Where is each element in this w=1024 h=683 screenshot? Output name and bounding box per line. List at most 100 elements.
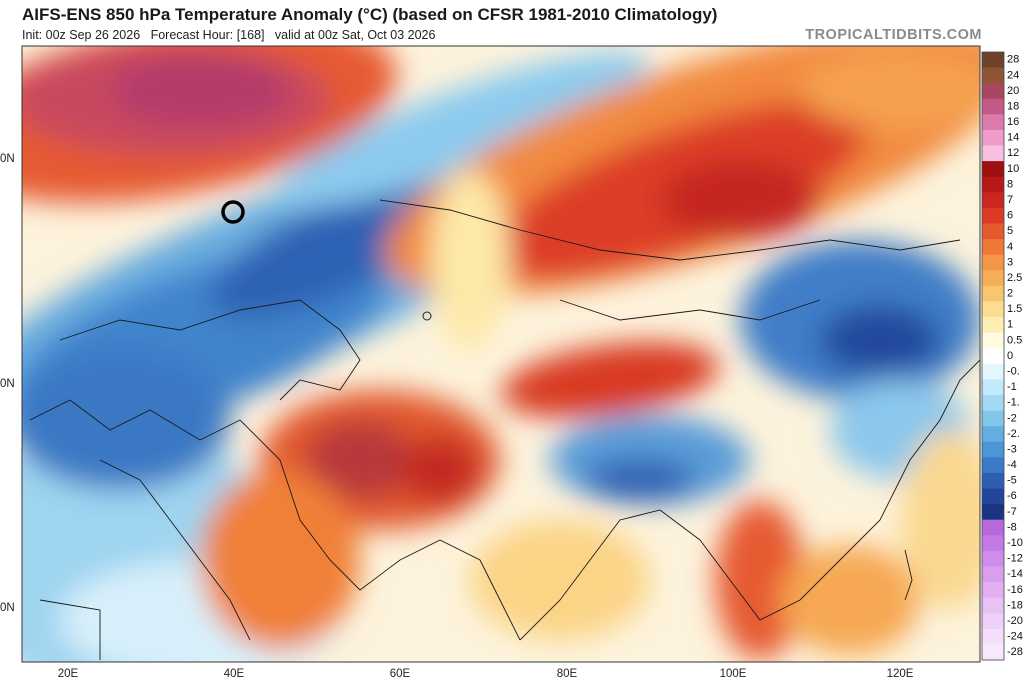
colorbar-label: 14	[1007, 132, 1019, 144]
colorbar-swatch	[982, 98, 1004, 115]
colorbar-label: -20	[1007, 615, 1023, 627]
colorbar-swatch	[982, 332, 1004, 349]
colorbar-swatch	[982, 207, 1004, 224]
colorbar-swatch	[982, 114, 1004, 131]
lat-label: 0N	[0, 602, 15, 614]
colorbar-swatch	[982, 582, 1004, 599]
colorbar-label: -0.	[1007, 365, 1020, 377]
map-subtitle: Init: 00z Sep 26 2026 Forecast Hour: [16…	[22, 28, 435, 42]
colorbar-label: -14	[1007, 568, 1023, 580]
colorbar-frame	[981, 51, 1005, 661]
colorbar-label: 4	[1007, 241, 1013, 253]
colorbar-label: -7	[1007, 506, 1017, 518]
colorbar-label: 28	[1007, 54, 1019, 66]
colorbar-label: -28	[1007, 646, 1023, 658]
lon-label: 120E	[887, 668, 914, 680]
colorbar-label: 1	[1007, 319, 1013, 331]
marker	[221, 200, 245, 224]
colorbar-label: 24	[1007, 69, 1019, 81]
colorbar-label: -24	[1007, 631, 1023, 643]
lat-label: 0N	[0, 153, 15, 165]
colorbar-swatch	[982, 628, 1004, 645]
colorbar-swatch	[982, 566, 1004, 583]
lon-label: 20E	[58, 668, 79, 680]
colorbar-swatch	[982, 441, 1004, 458]
colorbar-swatch	[982, 67, 1004, 84]
colorbar-label: -12	[1007, 553, 1023, 565]
lat-labels: 0N 0N 0N	[0, 153, 15, 614]
colorbar-label: 20	[1007, 85, 1019, 97]
colorbar-swatch	[982, 379, 1004, 396]
colorbar-swatch	[982, 83, 1004, 100]
colorbar-swatch	[982, 285, 1004, 302]
lake	[422, 311, 432, 321]
colorbar-label: -10	[1007, 537, 1023, 549]
colorbar-label: 10	[1007, 163, 1019, 175]
colorbar-swatch	[982, 301, 1004, 318]
colorbar-swatch	[982, 145, 1004, 162]
colorbar-swatch	[982, 613, 1004, 630]
colorbar-label: 0	[1007, 350, 1013, 362]
colorbar-label: 18	[1007, 100, 1019, 112]
colorbar-label: 8	[1007, 178, 1013, 190]
colorbar-label: 2.5	[1007, 272, 1022, 284]
colorbar-swatch	[982, 348, 1004, 365]
colorbar: 28 24 20 18 16 14 12 10 8 7 6 5 4 3 2.5 2 1.5 1 0.5 0 -0. -1 -…	[981, 51, 1023, 661]
colorbar-swatch	[982, 52, 1004, 69]
colorbar-swatch	[982, 394, 1004, 412]
lon-label: 100E	[720, 668, 747, 680]
colorbar-label: 16	[1007, 116, 1019, 128]
colorbar-label: -5	[1007, 475, 1017, 487]
colorbar-label: -16	[1007, 584, 1023, 596]
colorbar-swatch	[982, 317, 1004, 334]
colorbar-swatch	[982, 410, 1004, 427]
coastlines	[29, 199, 980, 660]
colorbar-label: 5	[1007, 225, 1013, 237]
credit: TROPICALTIDBITS.COM	[805, 27, 982, 43]
colorbar-swatch	[982, 597, 1004, 614]
colorbar-swatch	[982, 519, 1004, 536]
lon-labels: 20E 40E 60E 80E 100E 120E	[58, 668, 914, 680]
lon-label: 80E	[557, 668, 578, 680]
map-frame	[21, 45, 981, 663]
colorbar-label: -2.	[1007, 428, 1020, 440]
colorbar-label: -2	[1007, 412, 1017, 424]
colorbar-label: -6	[1007, 490, 1017, 502]
colorbar-swatch	[982, 457, 1004, 474]
colorbar-label: -4	[1007, 459, 1017, 471]
colorbar-label: -1.	[1007, 397, 1020, 409]
colorbar-swatch	[982, 239, 1004, 256]
colorbar-swatch	[982, 270, 1004, 287]
colorbar-swatch	[982, 426, 1004, 443]
colorbar-swatch	[982, 161, 1004, 178]
colorbar-label: 3	[1007, 256, 1013, 268]
colorbar-swatch	[982, 223, 1004, 240]
colorbar-label: 12	[1007, 147, 1019, 159]
colorbar-label: -18	[1007, 599, 1023, 611]
lon-label: 40E	[224, 668, 245, 680]
colorbar-label: 6	[1007, 210, 1013, 222]
colorbar-swatch	[982, 504, 1004, 521]
colorbar-swatch	[982, 535, 1004, 552]
colorbar-swatch	[982, 192, 1004, 209]
colorbar-swatch	[982, 254, 1004, 271]
colorbar-label: -3	[1007, 443, 1017, 455]
colorbar-swatch	[982, 363, 1004, 380]
colorbar-label: 2	[1007, 288, 1013, 300]
colorbar-label: 1.5	[1007, 303, 1022, 315]
colorbar-swatch	[982, 644, 1004, 661]
colorbar-label: -8	[1007, 521, 1017, 533]
map-title: AIFS-ENS 850 hPa Temperature Anomaly (°C…	[22, 5, 717, 24]
colorbar-swatch	[982, 550, 1004, 567]
colorbar-swatch	[982, 488, 1004, 505]
colorbar-swatch	[982, 176, 1004, 193]
lon-label: 60E	[390, 668, 411, 680]
colorbar-swatch	[982, 472, 1004, 490]
colorbar-label: 7	[1007, 194, 1013, 206]
colorbar-label: 0.5	[1007, 334, 1022, 346]
colorbar-label: -1	[1007, 381, 1017, 393]
lat-label: 0N	[0, 378, 15, 390]
